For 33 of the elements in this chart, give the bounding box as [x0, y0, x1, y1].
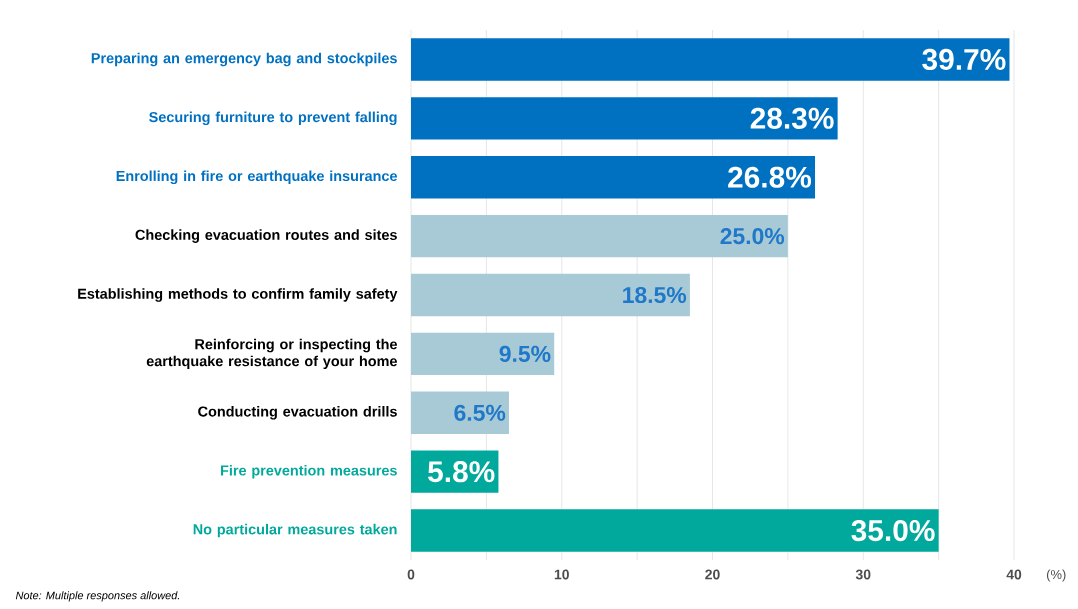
- x-tick-label: 0: [407, 569, 415, 580]
- data-label: 35.0%: [851, 519, 935, 542]
- data-label: 25.0%: [720, 228, 785, 245]
- bar: [411, 38, 1010, 81]
- text: Note: Multiple responses allowed.: [15, 591, 180, 602]
- bar: [411, 273, 690, 317]
- data-label: 9.5%: [499, 345, 551, 362]
- data-label: 6.5%: [454, 404, 506, 421]
- x-axis-title: (%): [1046, 569, 1066, 582]
- data-label: 26.8%: [728, 166, 812, 188]
- bar: [411, 391, 509, 434]
- y-tick-label: Securing furniture to prevent falling: [149, 111, 397, 126]
- data-label: 39.7%: [922, 48, 1006, 71]
- x-tick-label: 20: [705, 569, 720, 580]
- bar: [411, 156, 816, 199]
- bar: [411, 332, 555, 376]
- bar: [411, 214, 788, 258]
- x-tick-label: 40: [1006, 569, 1022, 580]
- y-tick-label: Establishing methods to confirm family safety: [78, 288, 398, 302]
- x-tick-label: 30: [855, 569, 871, 580]
- bar: [411, 97, 838, 140]
- x-tick-label: 10: [554, 569, 569, 580]
- y-tick-label: Reinforcing or inspecting the earthquake resistance of your home: [146, 338, 397, 370]
- y-tick-label: Fire prevention measures: [221, 464, 397, 479]
- y-tick-label: Conducting evacuation drills: [198, 406, 397, 420]
- bar: [411, 509, 939, 552]
- y-tick-label: Preparing an emergency bag and stockpiles: [91, 52, 397, 67]
- data-label: 28.3%: [750, 107, 834, 129]
- y-tick-label: Checking evacuation routes and sites: [135, 229, 397, 243]
- data-label: 18.5%: [623, 286, 687, 304]
- data-label: 5.8%: [428, 461, 495, 483]
- y-tick-label: Enrolling in fire or earthquake insurance: [116, 170, 397, 184]
- y-tick-label: No particular measures taken: [193, 523, 397, 538]
